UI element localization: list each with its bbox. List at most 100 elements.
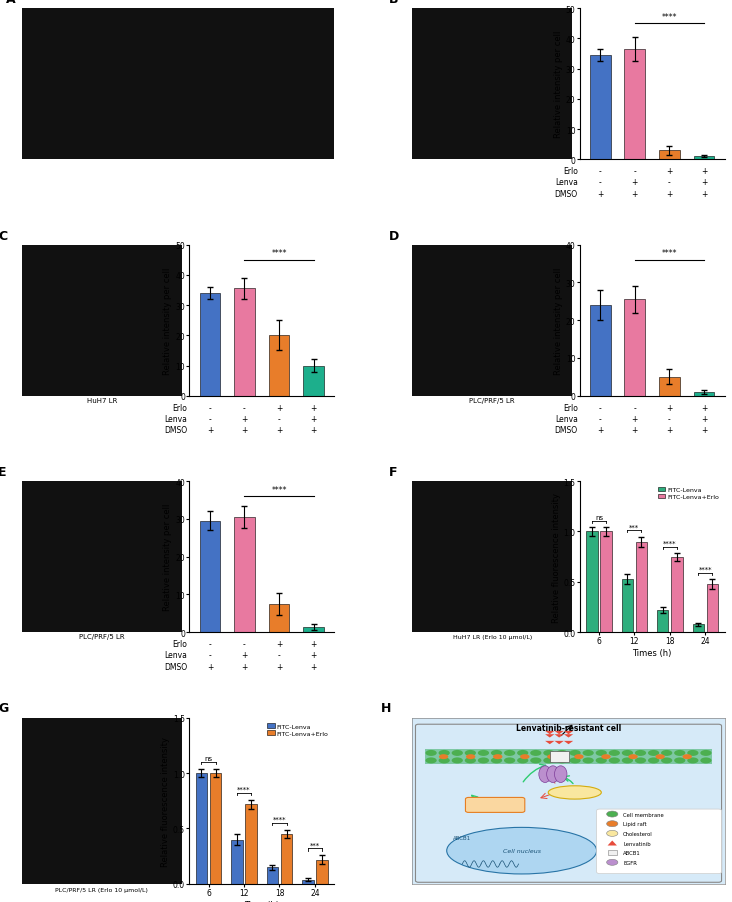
Y-axis label: Relative intensity per cell: Relative intensity per cell	[163, 267, 173, 374]
Circle shape	[466, 754, 475, 759]
Text: Lipid raft: Lipid raft	[623, 822, 647, 826]
Bar	[550, 751, 569, 763]
Text: +: +	[666, 189, 673, 198]
Text: +: +	[632, 426, 638, 435]
Bar	[200, 521, 220, 632]
Text: PLC/PRF/5 LR: PLC/PRF/5 LR	[469, 398, 515, 403]
Text: -: -	[243, 403, 246, 412]
Circle shape	[601, 754, 610, 759]
Circle shape	[425, 750, 437, 756]
Circle shape	[452, 758, 463, 764]
Text: Cell membrane: Cell membrane	[623, 812, 664, 816]
Y-axis label: Relative intensity per cell: Relative intensity per cell	[554, 267, 563, 374]
Circle shape	[674, 750, 685, 756]
Text: HuH7 LR (Erlo 10 μmol/L): HuH7 LR (Erlo 10 μmol/L)	[452, 635, 531, 640]
Bar	[692, 624, 704, 632]
Circle shape	[517, 750, 529, 756]
Text: -: -	[277, 415, 280, 424]
Circle shape	[493, 754, 502, 759]
Text: Erlo: Erlo	[563, 403, 578, 412]
Text: ****: ****	[273, 816, 286, 822]
Text: F: F	[389, 465, 397, 478]
Text: DMSO: DMSO	[555, 426, 578, 435]
Circle shape	[478, 758, 489, 764]
Y-axis label: Relative intensity per cell: Relative intensity per cell	[163, 503, 173, 611]
Text: Cholesterol: Cholesterol	[623, 831, 653, 836]
Text: ****: ****	[237, 786, 251, 792]
Circle shape	[701, 758, 712, 764]
Text: -: -	[209, 640, 212, 649]
Circle shape	[504, 750, 515, 756]
Text: DMSO: DMSO	[164, 426, 187, 435]
Y-axis label: Relative fluorescence intensity: Relative fluorescence intensity	[161, 736, 170, 866]
Bar	[303, 627, 324, 632]
Bar	[621, 579, 633, 632]
Circle shape	[609, 750, 620, 756]
Text: -: -	[668, 415, 671, 424]
Circle shape	[543, 758, 555, 764]
Text: +: +	[701, 189, 707, 198]
Ellipse shape	[547, 766, 559, 783]
Text: +: +	[701, 167, 707, 176]
Circle shape	[655, 754, 665, 759]
Text: +: +	[701, 403, 707, 412]
Text: +: +	[310, 403, 317, 412]
Text: +: +	[666, 426, 673, 435]
Text: C: C	[0, 229, 7, 243]
Circle shape	[491, 750, 502, 756]
Text: Erlotinib: Erlotinib	[561, 790, 588, 795]
Text: ***: ***	[630, 524, 640, 529]
Bar	[657, 611, 668, 632]
Bar	[234, 289, 255, 396]
FancyBboxPatch shape	[416, 724, 722, 882]
Text: PLC/PRF/5 LR (Erlo 10 μmol/L): PLC/PRF/5 LR (Erlo 10 μmol/L)	[56, 887, 148, 891]
Circle shape	[674, 758, 685, 764]
Bar	[586, 532, 597, 632]
Text: +: +	[242, 650, 247, 659]
Circle shape	[556, 750, 567, 756]
Circle shape	[438, 758, 449, 764]
Bar	[624, 300, 645, 396]
X-axis label: Times (h): Times (h)	[632, 649, 672, 658]
Text: +: +	[276, 426, 283, 435]
Circle shape	[687, 750, 698, 756]
Circle shape	[635, 750, 646, 756]
Text: +: +	[666, 167, 673, 176]
Text: ****: ****	[272, 249, 287, 258]
Text: -: -	[599, 415, 602, 424]
Text: -: -	[243, 640, 246, 649]
Text: -: -	[599, 179, 602, 188]
Bar	[234, 518, 255, 632]
Bar	[636, 542, 647, 632]
Bar	[600, 532, 612, 632]
Text: Erlo: Erlo	[173, 640, 187, 649]
Text: ns: ns	[595, 515, 603, 520]
Circle shape	[701, 750, 712, 756]
Bar	[425, 750, 712, 764]
Circle shape	[478, 750, 489, 756]
Bar	[659, 151, 680, 160]
Circle shape	[530, 750, 542, 756]
Polygon shape	[554, 741, 564, 744]
Bar	[231, 840, 242, 884]
Legend: FITC-Lenva, FITC-Lenva+Erlo: FITC-Lenva, FITC-Lenva+Erlo	[655, 484, 722, 502]
X-axis label: Time (h): Time (h)	[244, 900, 279, 902]
Text: Erlo: Erlo	[173, 403, 187, 412]
Text: ****: ****	[662, 249, 677, 258]
Circle shape	[452, 750, 463, 756]
Bar	[608, 851, 617, 855]
Circle shape	[609, 758, 620, 764]
Circle shape	[621, 758, 633, 764]
Text: +: +	[701, 179, 707, 188]
Text: Lenva: Lenva	[165, 415, 187, 424]
Polygon shape	[564, 731, 573, 734]
Bar	[671, 557, 683, 632]
Text: EGFR: EGFR	[623, 860, 637, 865]
Text: +: +	[242, 662, 247, 671]
Polygon shape	[554, 731, 564, 734]
Text: +: +	[632, 415, 638, 424]
Text: H: H	[381, 702, 392, 714]
Circle shape	[425, 758, 437, 764]
Text: ABCB1: ABCB1	[623, 851, 641, 855]
Circle shape	[596, 758, 607, 764]
